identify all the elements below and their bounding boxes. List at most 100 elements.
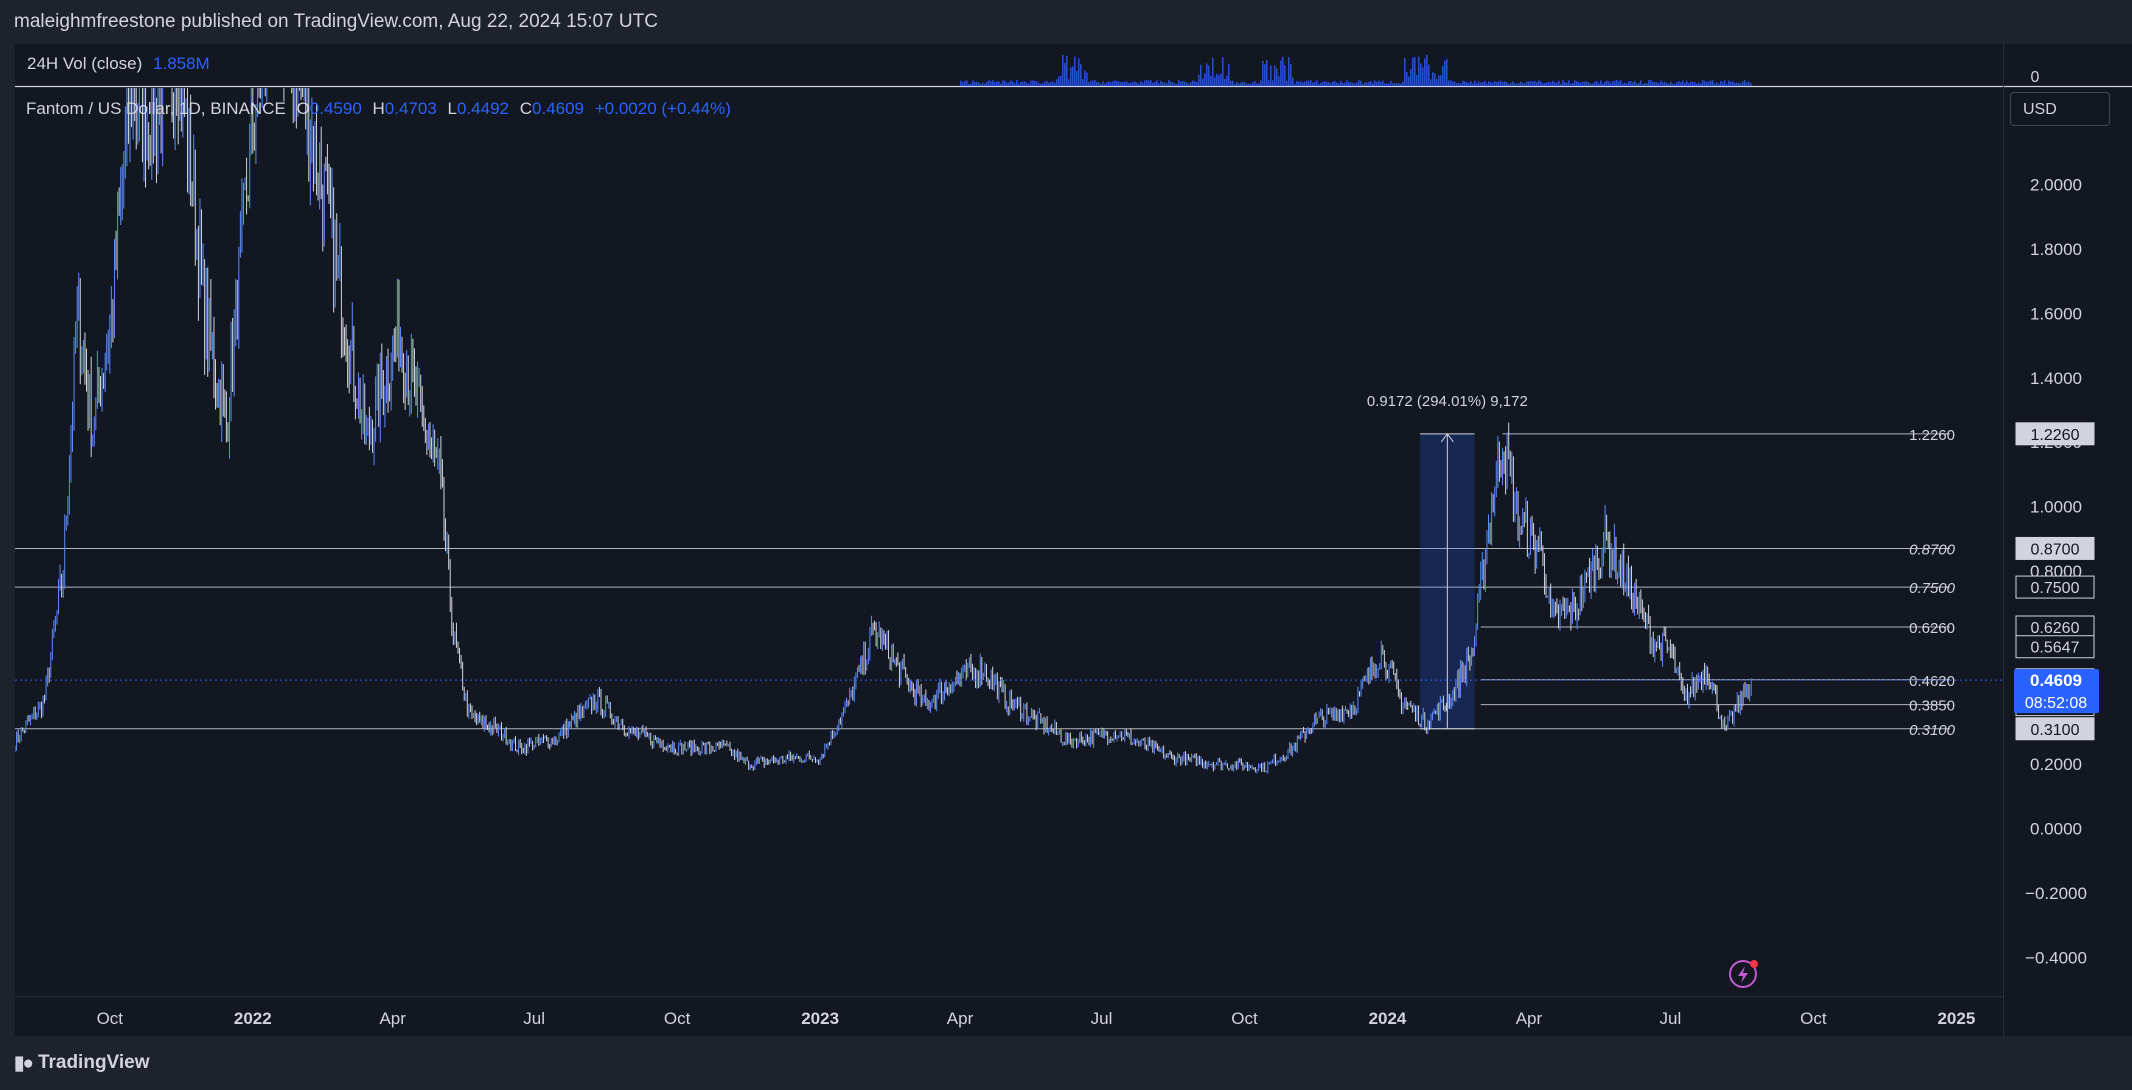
volume-bar	[964, 80, 966, 86]
volume-bar	[1550, 82, 1552, 86]
x-tick-label: Apr	[947, 1009, 974, 1028]
volume-bar	[1590, 83, 1592, 86]
volume-bar	[1740, 83, 1742, 86]
volume-bar	[1324, 81, 1326, 86]
volume-bar	[1704, 80, 1706, 86]
volume-bar	[1150, 80, 1152, 86]
volume-bar	[1700, 83, 1702, 86]
volume-bar	[1146, 80, 1148, 86]
volume-bar	[1742, 81, 1744, 86]
volume-bar	[1610, 82, 1612, 86]
volume-bar	[1068, 79, 1070, 86]
volume-bar	[1332, 81, 1334, 86]
symbol-title[interactable]: Fantom / US Dollar, 1D, BINANCE	[26, 99, 286, 118]
volume-bar	[1084, 70, 1086, 86]
volume-bar	[1496, 81, 1498, 86]
volume-bar	[1368, 81, 1370, 86]
volume-bar	[1606, 80, 1608, 86]
price-chart[interactable]: 2.00001.80001.60001.40001.20001.00000.80…	[15, 44, 2132, 1036]
volume-bar	[1174, 83, 1176, 86]
volume-bar	[1376, 81, 1378, 86]
open-value: 0.4590	[309, 99, 362, 118]
volume-bar	[1680, 82, 1682, 86]
volume-bar	[1474, 80, 1476, 86]
volume-bar	[1716, 82, 1718, 86]
volume-bar	[1202, 78, 1204, 86]
footer: ▮● TradingView	[0, 1036, 2132, 1090]
volume-bar	[1058, 76, 1060, 86]
volume-bar	[1588, 82, 1590, 86]
volume-bar	[1358, 80, 1360, 86]
volume-bar	[1428, 64, 1430, 86]
volume-bar	[1006, 82, 1008, 86]
volume-bar	[1140, 81, 1142, 86]
volume-bar	[1116, 80, 1118, 86]
currency-button[interactable]: USD	[2010, 92, 2110, 126]
volume-bar	[1488, 81, 1490, 86]
volume-legend: 24H Vol (close) 1.858M	[27, 54, 210, 74]
volume-bar	[1066, 55, 1068, 86]
volume-bar	[1238, 83, 1240, 86]
price-axis-tag-label: 0.6260	[2031, 620, 2080, 637]
tradingview-logo[interactable]: ▮● TradingView	[14, 1052, 150, 1075]
y-tick-label: 1.6000	[2030, 304, 2082, 323]
volume-bar	[1192, 80, 1194, 86]
volume-bar	[1172, 82, 1174, 86]
x-tick-label: 2023	[801, 1009, 839, 1028]
volume-bar	[1230, 80, 1232, 86]
volume-bar	[1500, 80, 1502, 86]
volume-bar	[976, 81, 978, 86]
volume-bar	[1532, 81, 1534, 86]
measure-label: 0.9172 (294.01%) 9,172	[1367, 393, 1528, 410]
volume-bar	[1702, 80, 1704, 86]
volume-bar	[1386, 83, 1388, 86]
volume-bar	[1572, 83, 1574, 86]
volume-bar	[1148, 80, 1150, 86]
volume-bar	[1218, 74, 1220, 86]
symbol-legend[interactable]: Fantom / US Dollar, 1D, BINANCE O0.4590 …	[26, 99, 731, 119]
volume-bar	[1222, 57, 1224, 86]
volume-bar	[1712, 80, 1714, 86]
volume-bar	[1328, 82, 1330, 86]
volume-bar	[1278, 76, 1280, 86]
volume-bar	[1434, 73, 1436, 86]
volume-bar	[1264, 64, 1266, 86]
volume-bar	[1442, 65, 1444, 86]
volume-bar	[1336, 82, 1338, 86]
volume-bar	[1554, 82, 1556, 86]
chart-frame[interactable]: 2.00001.80001.60001.40001.20001.00000.80…	[15, 44, 2132, 1036]
volume-bar	[1494, 81, 1496, 86]
volume-bar	[1090, 80, 1092, 86]
volume-bar	[1316, 80, 1318, 86]
close-value: 0.4609	[532, 99, 585, 118]
volume-bar	[1112, 81, 1114, 86]
x-tick-label: 2022	[234, 1009, 272, 1028]
volume-bar	[1134, 81, 1136, 86]
volume-bar	[1744, 80, 1746, 86]
volume-bar	[1342, 83, 1344, 86]
volume-bar	[1254, 80, 1256, 86]
volume-bar	[1426, 54, 1428, 86]
volume-bar	[1450, 80, 1452, 86]
volume-bar	[1432, 72, 1434, 86]
volume-bar	[1696, 83, 1698, 86]
volume-bar	[1370, 81, 1372, 86]
volume-bar	[1252, 82, 1254, 86]
volume-bar	[1204, 73, 1206, 86]
volume-bar	[1452, 81, 1454, 86]
brand-name: TradingView	[37, 1052, 150, 1073]
volume-bar	[1352, 82, 1354, 86]
y-tick-label: 0.0000	[2030, 820, 2082, 839]
volume-bar	[1220, 73, 1222, 86]
volume-bar	[1592, 83, 1594, 86]
volume-bar	[1718, 83, 1720, 86]
close-key: C	[519, 99, 533, 118]
candles-group	[15, 88, 1752, 774]
volume-bar	[1566, 82, 1568, 86]
volume-bars	[960, 54, 1752, 86]
low-value: 0.4492	[457, 99, 509, 118]
volume-bar	[1420, 63, 1422, 86]
volume-bar	[1226, 75, 1228, 86]
volume-bar	[1290, 63, 1292, 86]
volume-bar	[1284, 65, 1286, 86]
